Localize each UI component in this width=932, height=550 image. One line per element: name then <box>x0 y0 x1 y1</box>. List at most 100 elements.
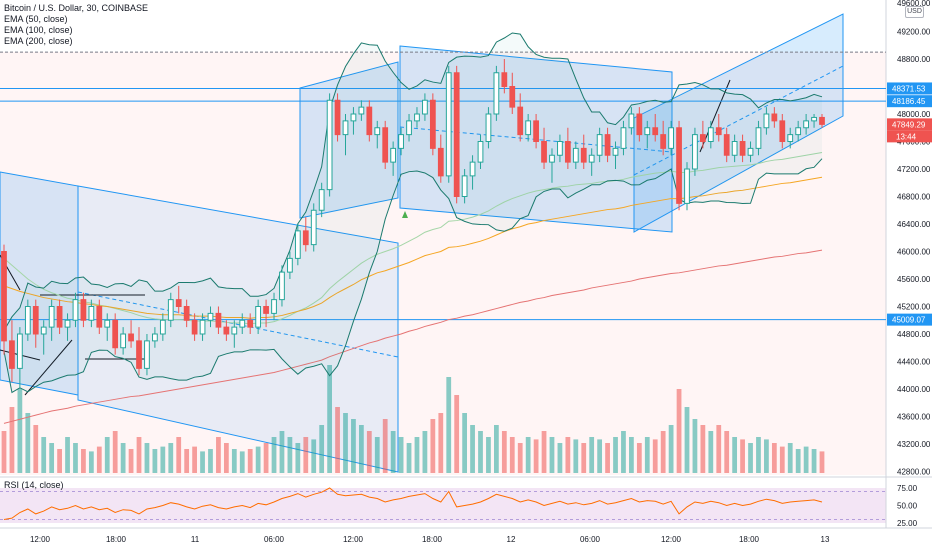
volume-bar <box>17 389 23 473</box>
currency-badge[interactable]: USD <box>905 6 924 18</box>
rsi-tick-label: 25.00 <box>897 519 918 528</box>
volume-bar <box>406 443 412 473</box>
candle-body <box>779 120 786 142</box>
candle-body <box>572 147 579 163</box>
price-label-text: 48186.45 <box>892 97 926 106</box>
candle-body <box>175 299 182 307</box>
candle-body <box>469 161 476 177</box>
candle-body <box>755 127 762 149</box>
candle-body <box>24 306 31 335</box>
candle-body <box>294 230 301 259</box>
ema50-legend[interactable]: EMA (50, close) <box>4 14 68 24</box>
candle-body <box>279 271 285 301</box>
volume-bar <box>613 437 618 473</box>
volume-bar <box>398 437 404 473</box>
volume-bar <box>509 437 515 473</box>
volume-bar <box>176 437 182 473</box>
price-tick-label: 47200.00 <box>897 165 931 174</box>
candle-body <box>668 127 674 149</box>
ema100-legend[interactable]: EMA (100, close) <box>4 25 73 35</box>
volume-bar <box>501 431 507 473</box>
price-label-badge <box>887 118 932 131</box>
candle-body <box>48 306 55 328</box>
candle-body <box>263 306 269 314</box>
volume-bar <box>374 437 380 473</box>
top-white-band <box>0 0 886 52</box>
volume-bar <box>57 449 62 473</box>
volume-bar <box>208 449 213 473</box>
ema200-legend[interactable]: EMA (200, close) <box>4 36 73 46</box>
candle-body <box>580 147 587 163</box>
price-tick-label: 48800.00 <box>897 55 931 64</box>
volume-bar <box>200 451 205 473</box>
candle-body <box>17 333 23 369</box>
candle-body <box>501 72 508 87</box>
candle-body <box>747 147 754 156</box>
volume-bar <box>327 365 332 473</box>
volume-bar <box>231 449 237 473</box>
rsi-legend[interactable]: RSI (14, close) <box>4 480 64 490</box>
volume-bar <box>787 443 793 473</box>
candle-body <box>739 141 746 156</box>
volume-bar <box>549 437 555 473</box>
volume-bar <box>287 437 293 473</box>
candle-body <box>199 319 206 335</box>
candle-body <box>652 127 659 136</box>
candle-body <box>358 106 365 115</box>
volume-bar <box>581 443 587 473</box>
candle-body <box>604 134 611 156</box>
volume-bar <box>136 437 142 473</box>
candle-body <box>382 127 389 163</box>
candle-body <box>819 116 825 125</box>
candle-body <box>287 257 293 273</box>
volume-bar <box>573 439 579 473</box>
candle-body <box>231 326 238 335</box>
candle-body <box>334 99 341 136</box>
candle-body <box>350 113 357 122</box>
ema200-line <box>3 249 823 424</box>
candle-body <box>223 326 230 335</box>
time-axis[interactable]: 12:00 18:00 11 06:00 12:00 18:00 12 06:00 12:00 1… <box>30 535 830 544</box>
candle-body <box>660 134 667 149</box>
volume-bar <box>660 431 666 473</box>
candle-body <box>112 319 119 349</box>
symbol-title[interactable]: Bitcoin / U.S. Dollar, 30, COINBASE <box>4 3 149 13</box>
volume-bars <box>1 365 825 473</box>
volume-bar <box>795 449 801 473</box>
price-labels: 48371.53 48186.45 47849.29 45009.07 13:44 <box>887 82 932 326</box>
candle-body <box>485 113 492 142</box>
volume-bar <box>644 437 650 473</box>
volume-bar <box>279 431 285 473</box>
candle-body <box>167 299 174 321</box>
time-tick-label: 18:00 <box>739 535 760 544</box>
volume-bar <box>184 449 190 473</box>
volume-bar <box>692 419 698 473</box>
candle-body <box>144 340 150 369</box>
volume-bar <box>239 451 245 473</box>
price-tick-label: 43200.00 <box>897 440 931 449</box>
channel-2-mid <box>77 291 399 358</box>
candle-body <box>644 127 651 136</box>
candle-body <box>541 141 547 163</box>
candle-body <box>517 106 524 136</box>
time-tick-label: 12 <box>507 535 516 544</box>
volume-bar <box>255 446 261 473</box>
volume-bar <box>462 413 468 473</box>
candle-body <box>684 168 690 204</box>
volume-bar <box>112 431 118 473</box>
candle-body <box>398 134 404 149</box>
volume-bar <box>668 425 674 473</box>
volume-bar <box>247 449 253 473</box>
candle-body <box>207 312 214 321</box>
price-axis[interactable]: 42800.00 43200.00 43600.00 44000.00 44400.00… <box>897 0 931 477</box>
candle-body <box>326 99 333 191</box>
volume-bar <box>120 443 126 473</box>
signal-arrow <box>402 211 408 218</box>
volume-bar <box>589 437 595 473</box>
volume-bar <box>351 419 356 473</box>
countdown-text: 13:44 <box>896 132 917 141</box>
candle-body <box>342 120 349 136</box>
volume-bar <box>732 437 738 473</box>
candle-body <box>374 127 381 136</box>
